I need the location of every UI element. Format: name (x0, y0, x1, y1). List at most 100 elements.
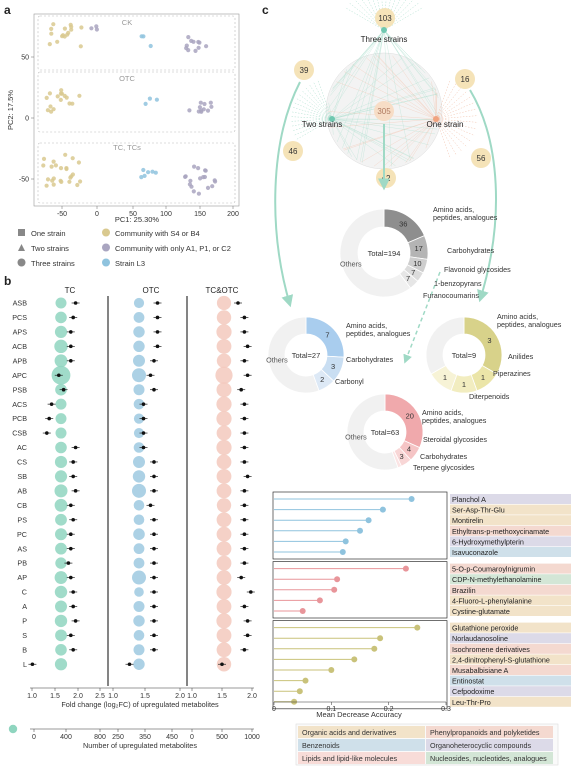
network-edge (366, 57, 437, 120)
network-edge (330, 118, 437, 128)
bubble (133, 658, 145, 670)
fc-point (73, 301, 78, 305)
donut-segment-value: 1 (481, 373, 485, 382)
pca-point (205, 185, 211, 190)
y-tick-label: 50 (21, 55, 29, 62)
network-edge (431, 81, 437, 120)
pca-point (186, 48, 191, 53)
panel-c: c 103 39 16 46 56 42 305 Three strains T… (262, 0, 571, 766)
network-edge (435, 118, 478, 123)
fc-point (152, 532, 156, 536)
pca-point (198, 100, 203, 105)
fc-point (242, 532, 247, 536)
n-axis-ticks: 0 400 800 250 350 450 0 500 1000 (32, 729, 260, 741)
pca-point (196, 166, 201, 171)
fc-point (155, 330, 160, 334)
donut-category-label: 1-benzopyrans (434, 279, 482, 288)
group-title-tc: TC (65, 286, 76, 295)
row-label: ASB (13, 299, 28, 308)
pca-point (196, 191, 201, 196)
donut-category-label: peptides, analogues (422, 416, 487, 425)
pca-group-bands (37, 15, 236, 204)
pca-point (55, 39, 60, 44)
bubble (54, 339, 68, 354)
pca-point (139, 34, 144, 39)
network-edge (435, 118, 475, 136)
circle-icon (102, 228, 110, 237)
pca-point (51, 107, 56, 112)
fc-point (141, 431, 146, 435)
bubble (55, 413, 67, 425)
fc-point (71, 460, 75, 464)
network-edge (352, 64, 437, 120)
pca-point (44, 95, 49, 100)
bubble (54, 484, 68, 498)
hub-two-strains (329, 116, 335, 122)
bubble (216, 483, 232, 499)
bubble (54, 658, 68, 671)
network-edge (331, 57, 403, 120)
pca-y-ticks: 50 0 -50 (19, 55, 34, 184)
bubble (132, 368, 146, 383)
fc-point (242, 402, 247, 406)
fc-point (71, 604, 75, 609)
hub-three-strains (381, 27, 387, 33)
bubble (133, 384, 145, 396)
fc-point (242, 431, 247, 435)
pca-point (192, 164, 197, 169)
bubble (216, 295, 232, 311)
bubble (216, 541, 232, 557)
bubbles (51, 295, 233, 672)
fc-tick-label: 1.0 (27, 693, 37, 700)
importance-point (357, 527, 363, 534)
fc-point (155, 344, 160, 349)
donut-total: Total=9 (452, 351, 476, 360)
bubble (133, 615, 145, 627)
node-count-tr (455, 69, 475, 89)
pca-point (150, 169, 155, 174)
metabolite-class-bar (450, 606, 571, 616)
fc-point (242, 503, 247, 508)
pca-point (65, 32, 70, 37)
bubble (133, 528, 145, 540)
donut-segment-value: 7 (406, 274, 410, 283)
pca-point (44, 183, 49, 188)
group-label-ck: CK (122, 18, 132, 27)
metabolite-class-bar (450, 622, 571, 633)
network-edge (312, 81, 333, 120)
row-label: SB (17, 472, 27, 481)
pca-y-label: PC2: 17.5% (6, 90, 15, 130)
importance-point (328, 667, 335, 673)
network-edge (304, 86, 333, 120)
fc-point (245, 373, 250, 378)
network-edge (331, 118, 408, 163)
row-label: PCS (12, 313, 27, 322)
network-edge (435, 82, 457, 120)
importance-group-box (272, 561, 448, 619)
row-labels: ASBPCSAPSACBAPBAPCPSBACSPCBCSBACCSSBABCB… (12, 299, 27, 669)
triangle-icon (18, 244, 25, 251)
class-legend-label: Organoheterocyclic compounds (430, 741, 531, 750)
fc-point (152, 575, 156, 580)
metabolite-label: Isavuconazole (452, 548, 498, 557)
fc-point (242, 330, 247, 334)
importance-tick-label: 0.1 (326, 706, 336, 713)
bubble (132, 470, 146, 483)
importance-point (414, 624, 421, 631)
pca-point (75, 182, 80, 188)
row-label: L (23, 660, 27, 669)
metabolite-label: 4-Fluoro-L-phenylalanine (452, 596, 532, 605)
fc-point (69, 503, 73, 508)
node-count-mr-label: 56 (477, 154, 486, 163)
fc-point (242, 460, 247, 464)
importance-point (316, 597, 323, 604)
network-edge (360, 29, 385, 162)
network-edge (328, 29, 385, 118)
bubble (134, 587, 144, 597)
donut-category-label: Steroidal glycosides (423, 435, 487, 444)
row-label: AB (17, 486, 27, 495)
fc-tick-label: 1.5 (217, 693, 227, 700)
bubble (215, 366, 233, 384)
fc-point (152, 517, 156, 522)
legend-community-a1-p1-c2: Community with only A1, P1, or C2 (115, 244, 231, 253)
